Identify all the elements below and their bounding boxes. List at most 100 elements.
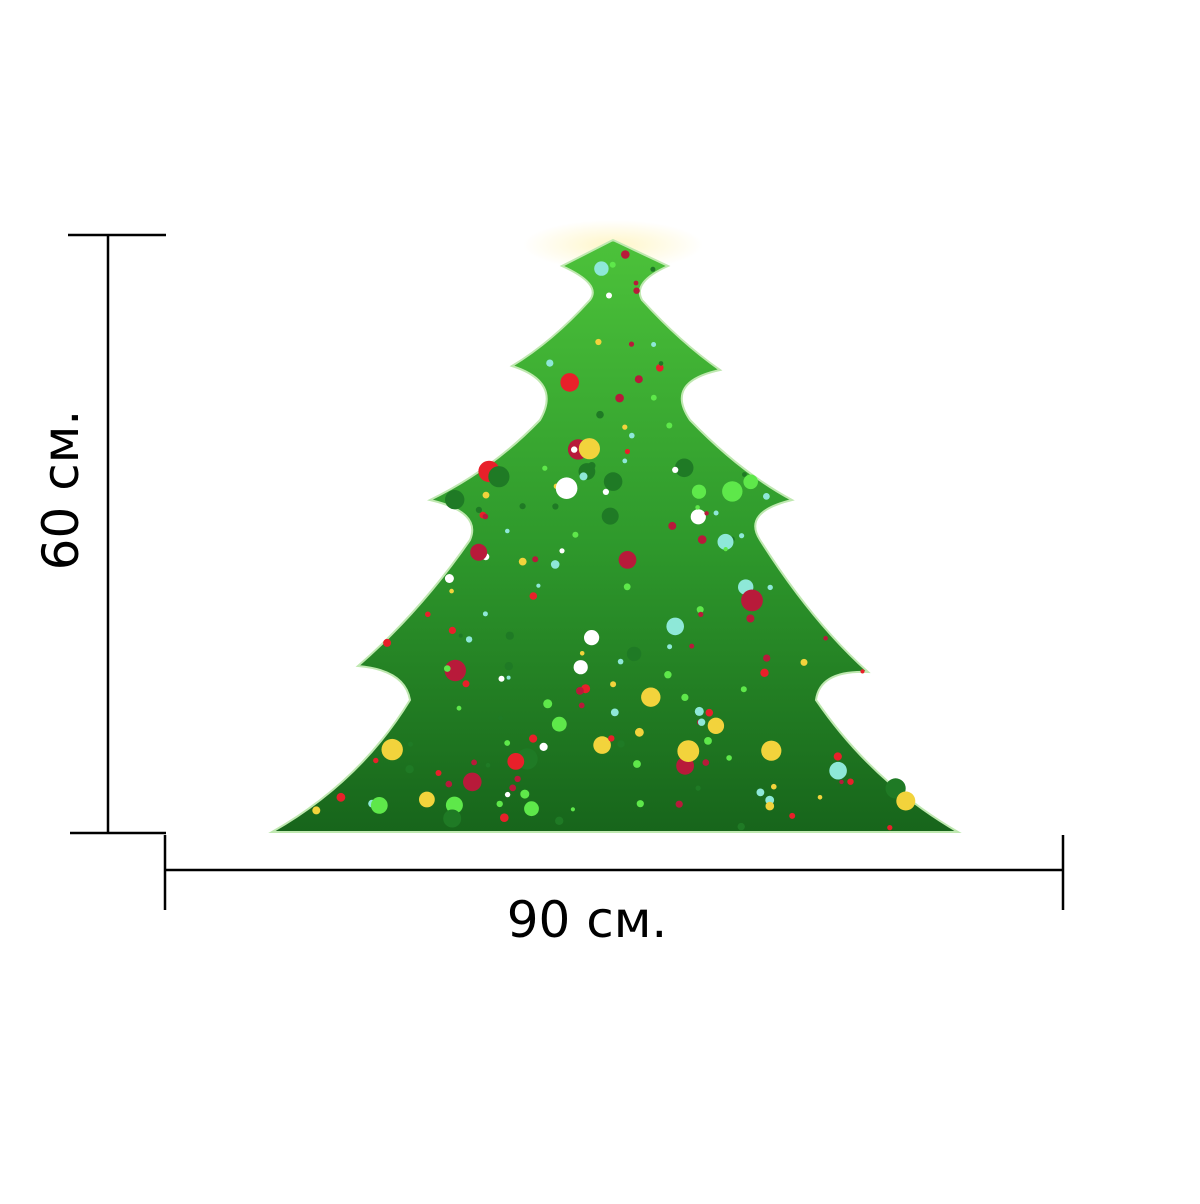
ornament <box>573 660 588 675</box>
ornament <box>462 680 470 688</box>
ornament <box>595 338 602 346</box>
ornament <box>482 611 488 617</box>
ornament <box>596 410 604 419</box>
ornament <box>555 816 564 825</box>
ornament <box>622 424 628 430</box>
ornament <box>505 528 510 534</box>
ornament <box>504 662 513 671</box>
ornament <box>539 742 548 752</box>
ornament <box>550 560 560 569</box>
ornament <box>559 548 565 554</box>
ornament <box>419 791 435 808</box>
ornament <box>633 280 639 286</box>
ornament <box>593 736 611 754</box>
ornament <box>641 687 661 707</box>
ornament <box>579 472 588 481</box>
ornament <box>704 511 709 516</box>
ornament <box>463 772 482 792</box>
ornament <box>520 789 530 799</box>
ornament <box>602 488 610 495</box>
ornament <box>507 753 525 770</box>
ornament <box>482 491 490 499</box>
ornament <box>615 393 624 403</box>
ornament <box>584 630 600 646</box>
ornament <box>570 807 576 812</box>
ornament <box>504 740 511 746</box>
ornament <box>449 588 454 594</box>
ornament <box>496 800 503 808</box>
christmas-tree <box>268 238 962 833</box>
ornament <box>740 686 747 693</box>
ornament <box>498 675 505 682</box>
ornament <box>542 465 548 471</box>
ornament <box>628 341 635 347</box>
ornament <box>694 706 704 716</box>
ornament <box>723 547 728 552</box>
ornament <box>667 644 673 650</box>
ornament <box>444 574 454 583</box>
ornament <box>765 801 775 811</box>
ornament <box>443 809 462 828</box>
ornament <box>760 668 769 677</box>
ornament <box>606 292 612 299</box>
ornament <box>621 250 630 259</box>
ornament <box>763 654 771 662</box>
ornament <box>560 373 579 392</box>
ornament <box>498 715 503 721</box>
ornament <box>470 543 488 561</box>
ornament <box>610 708 619 717</box>
ornament <box>674 458 694 478</box>
ornament <box>629 432 635 439</box>
ornament <box>739 533 745 539</box>
ornament <box>425 611 431 618</box>
ornament <box>336 792 346 802</box>
ornament <box>742 472 747 477</box>
ornament <box>896 791 916 811</box>
ornament <box>771 783 777 790</box>
ornament <box>618 551 637 569</box>
ornament <box>765 795 775 805</box>
ornament <box>445 780 453 788</box>
ornament <box>610 681 617 688</box>
ornament <box>650 266 656 272</box>
ornament <box>504 791 511 798</box>
ornament <box>705 708 714 717</box>
ornament <box>847 778 854 785</box>
ornament <box>689 643 695 649</box>
ornament <box>690 509 706 525</box>
ornament <box>658 361 664 366</box>
ornament <box>579 651 585 656</box>
ornament <box>381 738 403 761</box>
ornament <box>529 734 538 743</box>
ornament <box>488 466 510 488</box>
ornament <box>696 606 704 614</box>
ornament <box>833 752 842 761</box>
height-label: 60 см. <box>32 410 90 571</box>
ornament <box>650 394 657 401</box>
ornament <box>695 785 701 791</box>
ornament <box>633 760 641 768</box>
ornament <box>485 762 491 768</box>
ornament <box>552 503 559 510</box>
ornament <box>624 448 631 455</box>
ornament <box>743 474 758 490</box>
ornament <box>601 507 619 525</box>
ornament <box>578 438 601 460</box>
ornament <box>524 801 539 817</box>
ornament <box>370 797 388 814</box>
ornament <box>445 796 463 814</box>
ornament <box>506 675 511 680</box>
ornament <box>681 693 689 702</box>
ornament <box>576 687 584 695</box>
ornament <box>722 481 743 502</box>
ornament <box>435 770 442 776</box>
ornament <box>546 359 554 367</box>
ornament <box>445 490 465 510</box>
ornament <box>746 614 755 623</box>
ornament <box>691 484 707 499</box>
ornament <box>704 737 712 745</box>
ornament <box>505 631 514 640</box>
ornament <box>737 822 745 831</box>
ornament <box>767 584 773 591</box>
